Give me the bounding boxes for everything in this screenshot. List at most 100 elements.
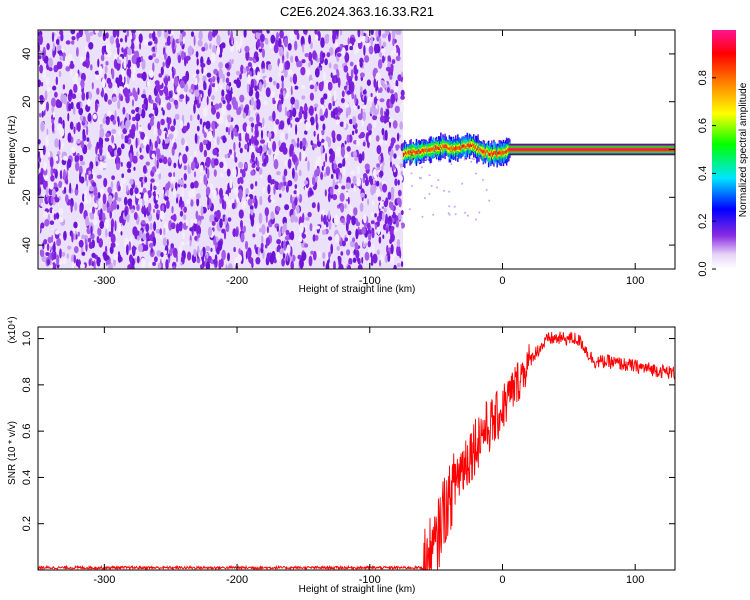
heatmap-noise-cell [262, 144, 267, 153]
heatmap-noise-cell [185, 145, 189, 152]
heatmap-noise-cell [50, 196, 54, 204]
heatmap-noise-cell [172, 38, 175, 50]
heatmap-noise-cell [241, 200, 247, 210]
heatmap-noise-cell [240, 168, 243, 174]
heatmap-noise-cell [382, 83, 387, 89]
heatmap-noise-cell [77, 231, 80, 237]
heatmap-noise-cell [353, 249, 356, 255]
heatmap-noise-cell [116, 42, 121, 49]
heatmap-noise-cell [195, 193, 201, 200]
heatmap-noise-cell [345, 182, 351, 190]
heatmap-noise-cell [268, 76, 273, 83]
heatmap-noise-cell [105, 133, 110, 138]
heatmap-noise-cell [155, 148, 161, 155]
heatmap-noise-cell [361, 105, 367, 110]
heatmap-noise-cell [218, 68, 223, 79]
heatmap-noise-cell [310, 250, 314, 255]
heatmap-noise-cell [55, 230, 60, 235]
heatmap-noise-cell [375, 81, 378, 88]
heatmap-signal-cell [484, 151, 487, 156]
heatmap-noise-cell [223, 160, 227, 172]
heatmap-x-tick-label: 100 [626, 275, 644, 287]
heatmap-noise-cell [164, 196, 169, 201]
heatmap-noise-cell [231, 129, 234, 140]
heatmap-noise-cell [328, 236, 333, 241]
heatmap-noise-cell [53, 251, 57, 260]
heatmap-noise-cell [117, 59, 122, 64]
heatmap-noise-cell [117, 222, 122, 233]
heatmap-noise-cell [297, 137, 300, 143]
heatmap-noise-cell [218, 259, 222, 269]
heatmap-noise-cell [246, 124, 251, 134]
heatmap-noise-cell [113, 254, 119, 261]
heatmap-signal-cell [504, 150, 507, 154]
heatmap-noise-cell [290, 214, 295, 223]
heatmap-noise-cell [78, 107, 84, 116]
heatmap-noise-cell [394, 226, 398, 233]
heatmap-noise-cell [250, 78, 254, 90]
heatmap-y-tick-label: -20 [21, 189, 33, 205]
heatmap-signal-cell [426, 147, 428, 151]
heatmap-noise-cell [211, 221, 216, 226]
heatmap-noise-cell [381, 128, 385, 136]
heatmap-noise-cell [227, 217, 232, 222]
heatmap-noise-cell [65, 66, 71, 72]
heatmap-noise-cell [179, 80, 185, 89]
heatmap-noise-cell [231, 202, 236, 210]
heatmap-noise-cell [86, 168, 89, 175]
heatmap-noise-cell [86, 179, 89, 187]
heatmap-noise-cell [228, 187, 231, 194]
heatmap-scatter-cell [428, 192, 431, 195]
heatmap-signal-cell [450, 146, 453, 150]
heatmap-noise-cell [108, 231, 112, 238]
heatmap-scatter-cell [437, 179, 440, 182]
heatmap-noise-cell [321, 80, 324, 88]
heatmap-noise-cell [379, 182, 383, 193]
heatmap-noise-cell [129, 178, 134, 185]
heatmap-noise-cell [344, 44, 350, 51]
heatmap-noise-cell [312, 226, 316, 231]
heatmap-noise-cell [327, 81, 333, 91]
heatmap-y-tick-label: 40 [21, 48, 33, 60]
heatmap-noise-cell [145, 144, 150, 154]
heatmap-noise-cell [372, 253, 378, 264]
heatmap-noise-cell [226, 93, 231, 105]
heatmap-noise-cell [39, 64, 44, 74]
heatmap-noise-cell [176, 197, 179, 204]
heatmap-noise-cell [381, 165, 384, 172]
heatmap-noise-cell [214, 103, 220, 110]
heatmap-noise-cell [189, 114, 193, 122]
heatmap-noise-cell [310, 41, 313, 50]
heatmap-noise-cell [179, 94, 185, 100]
heatmap-noise-cell [249, 145, 255, 155]
heatmap-noise-cell [299, 106, 303, 113]
heatmap-noise-cell [363, 173, 368, 179]
heatmap-noise-cell [107, 265, 112, 269]
heatmap-noise-cell [148, 202, 152, 213]
heatmap-noise-cell [270, 211, 275, 220]
heatmap-noise-cell [153, 208, 155, 213]
heatmap-noise-cell [287, 43, 292, 51]
heatmap-noise-cell [99, 188, 105, 196]
heatmap-noise-cell [70, 30, 76, 35]
line-y-axis: 0.20.40.60.81.0 [21, 331, 675, 531]
heatmap-noise-cell [266, 226, 269, 234]
heatmap-noise-cell [112, 30, 117, 38]
heatmap-noise-cell [293, 216, 299, 223]
heatmap-noise-cell [167, 253, 171, 258]
heatmap-noise-cell [388, 117, 394, 123]
line-x-axis: -300 -200 -100 0 100 [93, 327, 644, 586]
heatmap-noise-cell [289, 146, 293, 158]
heatmap-noise-cell [381, 33, 387, 39]
heatmap-noise-cell [179, 119, 184, 129]
heatmap-noise-cell [315, 234, 319, 241]
heatmap-noise-cell [175, 223, 180, 234]
heatmap-noise-cell [41, 255, 47, 263]
heatmap-noise-cell [378, 236, 382, 244]
heatmap-noise-cell [344, 140, 347, 145]
heatmap-noise-cell [69, 63, 75, 69]
heatmap-noise-cell [278, 46, 284, 57]
heatmap-noise-cell [354, 49, 357, 56]
heatmap-noise-cell [309, 223, 313, 232]
